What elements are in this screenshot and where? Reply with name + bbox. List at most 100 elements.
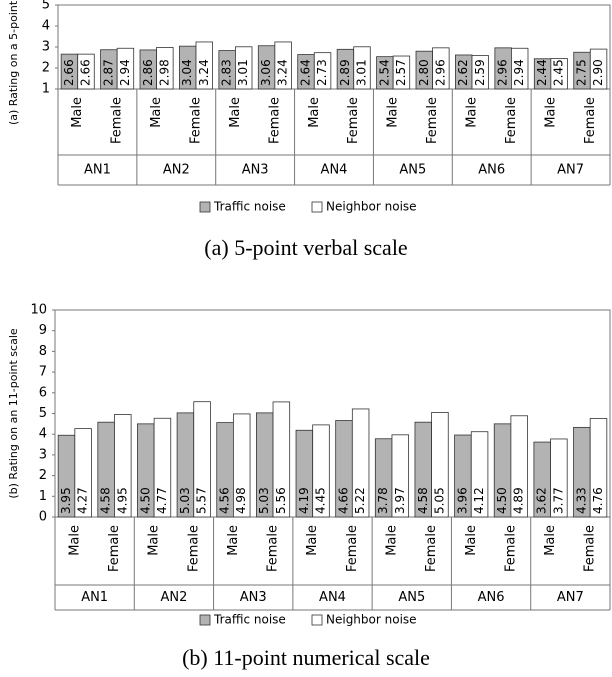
value-label: 2.66	[62, 59, 76, 86]
y-tick-label: 3	[39, 447, 47, 462]
bar	[432, 47, 450, 90]
value-label: 4.27	[76, 487, 90, 514]
value-label: 2.75	[575, 59, 589, 86]
value-label: 4.58	[99, 487, 113, 514]
bar	[272, 401, 291, 518]
bar	[156, 47, 174, 90]
value-label: 5.05	[432, 487, 446, 514]
value-label: 2.94	[512, 59, 526, 86]
value-label: 2.83	[220, 59, 234, 86]
legend-label: Traffic noise	[213, 200, 286, 214]
y-tick-label: 8	[39, 344, 47, 359]
bar	[195, 41, 213, 90]
value-label: 4.50	[495, 487, 509, 514]
x-tick-label: Male	[384, 525, 399, 556]
group-label: AN6	[478, 163, 505, 178]
group-label: AN7	[557, 163, 584, 178]
group-label: AN3	[242, 163, 269, 178]
bar	[274, 41, 292, 90]
bar	[313, 52, 332, 90]
y-axis-label: (a) Rating on a 5-point scale	[7, 0, 20, 125]
value-label: 4.19	[297, 487, 311, 514]
value-label: 2.64	[299, 59, 313, 86]
value-label: 2.57	[394, 59, 408, 86]
x-tick-label: Male	[147, 525, 162, 556]
value-label: 4.58	[416, 487, 430, 514]
bar	[550, 438, 568, 518]
bar	[235, 46, 253, 90]
x-tick-label: Male	[305, 525, 320, 556]
bar	[589, 418, 608, 518]
value-label: 3.04	[180, 59, 194, 86]
group-label: AN2	[163, 163, 190, 178]
value-label: 4.56	[218, 487, 232, 514]
x-tick-label: Male	[67, 525, 82, 556]
bar	[153, 417, 172, 518]
value-label: 4.45	[314, 487, 328, 514]
value-label: 2.45	[552, 59, 566, 86]
y-tick-label: 1	[42, 82, 50, 97]
x-tick-label: Female	[583, 525, 598, 572]
x-tick-label: Female	[424, 525, 439, 572]
x-tick-label: Male	[543, 525, 558, 556]
value-label: 4.12	[472, 487, 486, 514]
group-label: AN3	[240, 590, 267, 605]
bar	[351, 408, 370, 518]
value-label: 3.97	[393, 487, 407, 514]
x-tick-label: Male	[228, 97, 243, 128]
value-label: 4.50	[138, 487, 152, 514]
bar	[114, 414, 132, 518]
value-label: 4.33	[574, 487, 588, 514]
bar	[193, 401, 211, 518]
x-tick-label: Female	[345, 525, 360, 572]
value-label: 3.01	[354, 59, 368, 86]
group-label: AN1	[84, 163, 111, 178]
bar	[353, 46, 371, 90]
bar	[470, 431, 489, 518]
legend-swatch	[199, 201, 211, 213]
value-label: 2.89	[338, 59, 352, 86]
x-tick-label: Female	[503, 525, 518, 572]
value-label: 3.77	[551, 487, 565, 514]
value-label: 2.59	[473, 59, 487, 86]
value-label: 4.76	[591, 487, 605, 514]
x-tick-label: Female	[110, 97, 125, 144]
value-label: 3.96	[455, 487, 469, 514]
x-tick-label: Male	[70, 97, 85, 128]
bar	[312, 424, 330, 518]
bar	[511, 47, 529, 90]
y-tick-label: 9	[39, 323, 47, 338]
x-tick-label: Male	[465, 97, 480, 128]
bar	[392, 55, 411, 90]
value-label: 2.80	[417, 59, 431, 86]
caption: (a) 5-point verbal scale	[204, 235, 407, 260]
x-tick-label: Female	[425, 97, 440, 144]
group-label: AN7	[557, 590, 584, 605]
x-tick-label: Female	[267, 97, 282, 144]
bar	[510, 415, 528, 518]
value-label: 5.03	[178, 487, 192, 514]
value-label: 2.73	[315, 59, 329, 86]
y-tick-label: 4	[42, 19, 50, 34]
x-tick-label: Male	[226, 525, 241, 556]
value-label: 3.24	[276, 59, 290, 86]
group-label: AN2	[160, 590, 187, 605]
value-label: 3.95	[59, 487, 73, 514]
value-label: 4.66	[336, 487, 350, 514]
value-label: 5.56	[274, 487, 288, 514]
value-label: 4.77	[155, 487, 169, 514]
value-label: 2.62	[456, 59, 470, 86]
bar	[232, 413, 251, 518]
group-label: AN1	[81, 590, 108, 605]
group-label: AN4	[319, 590, 346, 605]
legend-swatch	[311, 201, 323, 213]
value-label: 5.57	[195, 487, 209, 514]
value-label: 3.62	[535, 487, 549, 514]
value-label: 2.44	[535, 59, 549, 86]
legend-swatch	[311, 614, 323, 626]
bar	[391, 434, 410, 518]
caption: (b) 11-point numerical scale	[182, 645, 430, 670]
value-label: 2.66	[78, 59, 92, 86]
bar	[116, 47, 135, 90]
